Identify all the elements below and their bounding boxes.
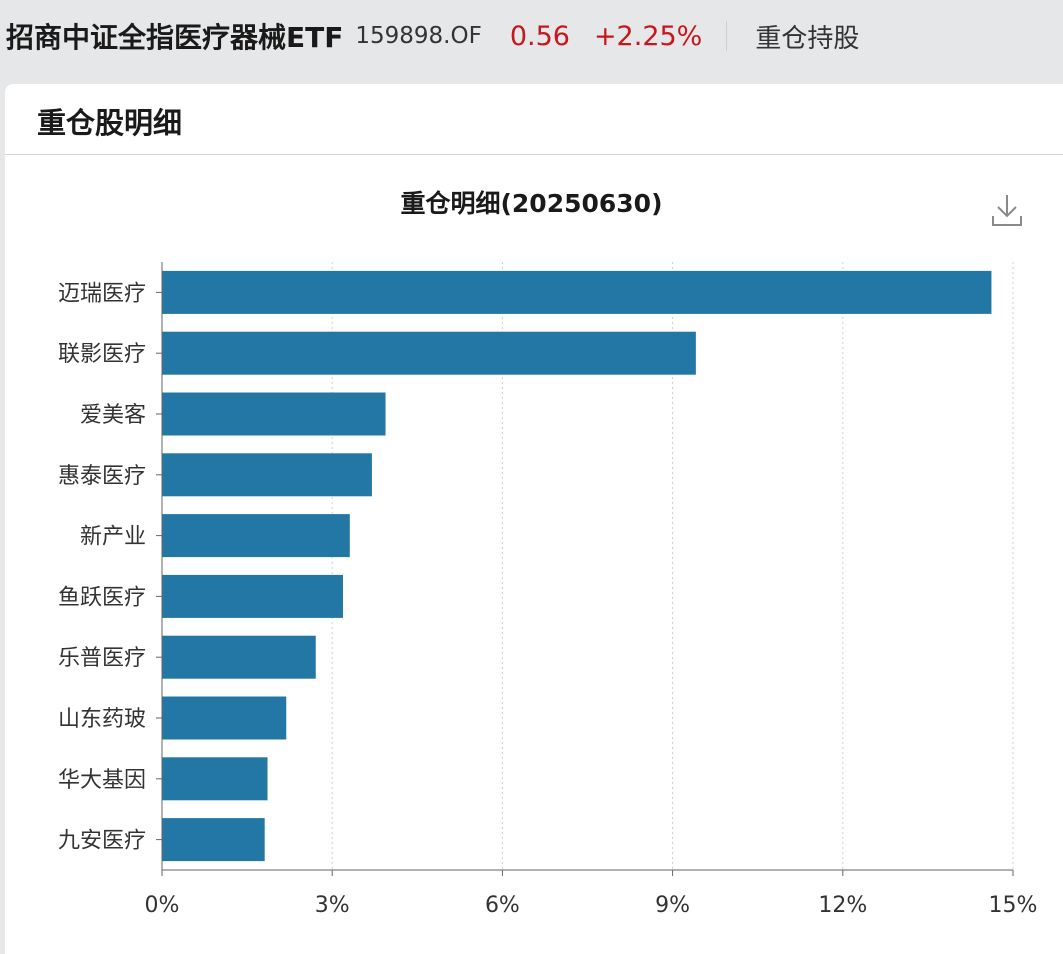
- panel-title: 重仓股明细: [37, 106, 183, 140]
- bar: [162, 331, 696, 375]
- y-tick-label: 新产业: [80, 525, 146, 550]
- y-tick-label: 山东药玻: [58, 707, 146, 732]
- bar: [162, 392, 386, 436]
- y-tick-label: 华大基因: [58, 768, 146, 793]
- x-tick-label: 15%: [989, 893, 1038, 918]
- y-tick-label: 惠泰医疗: [58, 464, 146, 489]
- bar: [162, 453, 372, 497]
- x-tick-label: 9%: [655, 893, 690, 918]
- x-tick-label: 12%: [818, 893, 867, 918]
- y-tick-label: 乐普医疗: [58, 646, 146, 671]
- panel-header: 重仓股明细: [5, 84, 1063, 155]
- fund-name: 招商中证全指医疗器械ETF: [6, 21, 344, 54]
- y-tick-label: 迈瑞医疗: [58, 281, 146, 306]
- holdings-link[interactable]: 重仓持股: [755, 23, 860, 54]
- y-tick-label: 爱美客: [80, 403, 146, 428]
- bar: [162, 696, 287, 740]
- bar: [162, 574, 343, 618]
- chart-title: 重仓明细(20250630): [400, 189, 663, 218]
- y-tick-label: 九安医疗: [58, 829, 146, 854]
- bar: [162, 757, 268, 801]
- y-tick-label: 鱼跃医疗: [58, 585, 146, 610]
- bar: [162, 818, 265, 862]
- download-icon: [992, 195, 1022, 226]
- x-tick-label: 3%: [315, 893, 350, 918]
- bar: [162, 514, 350, 558]
- bar: [162, 270, 992, 314]
- fund-code: 159898.OF: [355, 23, 482, 49]
- divider: [726, 21, 728, 51]
- fund-nav: 0.56: [509, 20, 570, 52]
- y-tick-label: 联影医疗: [58, 342, 146, 367]
- x-tick-label: 0%: [145, 893, 180, 918]
- bar: [162, 635, 316, 679]
- fund-change: +2.25%: [593, 20, 703, 52]
- download-button[interactable]: [990, 192, 1024, 228]
- top-bar: 招商中证全指医疗器械ETF 159898.OF 0.56 +2.25% 重仓持股: [0, 0, 1063, 72]
- x-tick-label: 6%: [485, 893, 520, 918]
